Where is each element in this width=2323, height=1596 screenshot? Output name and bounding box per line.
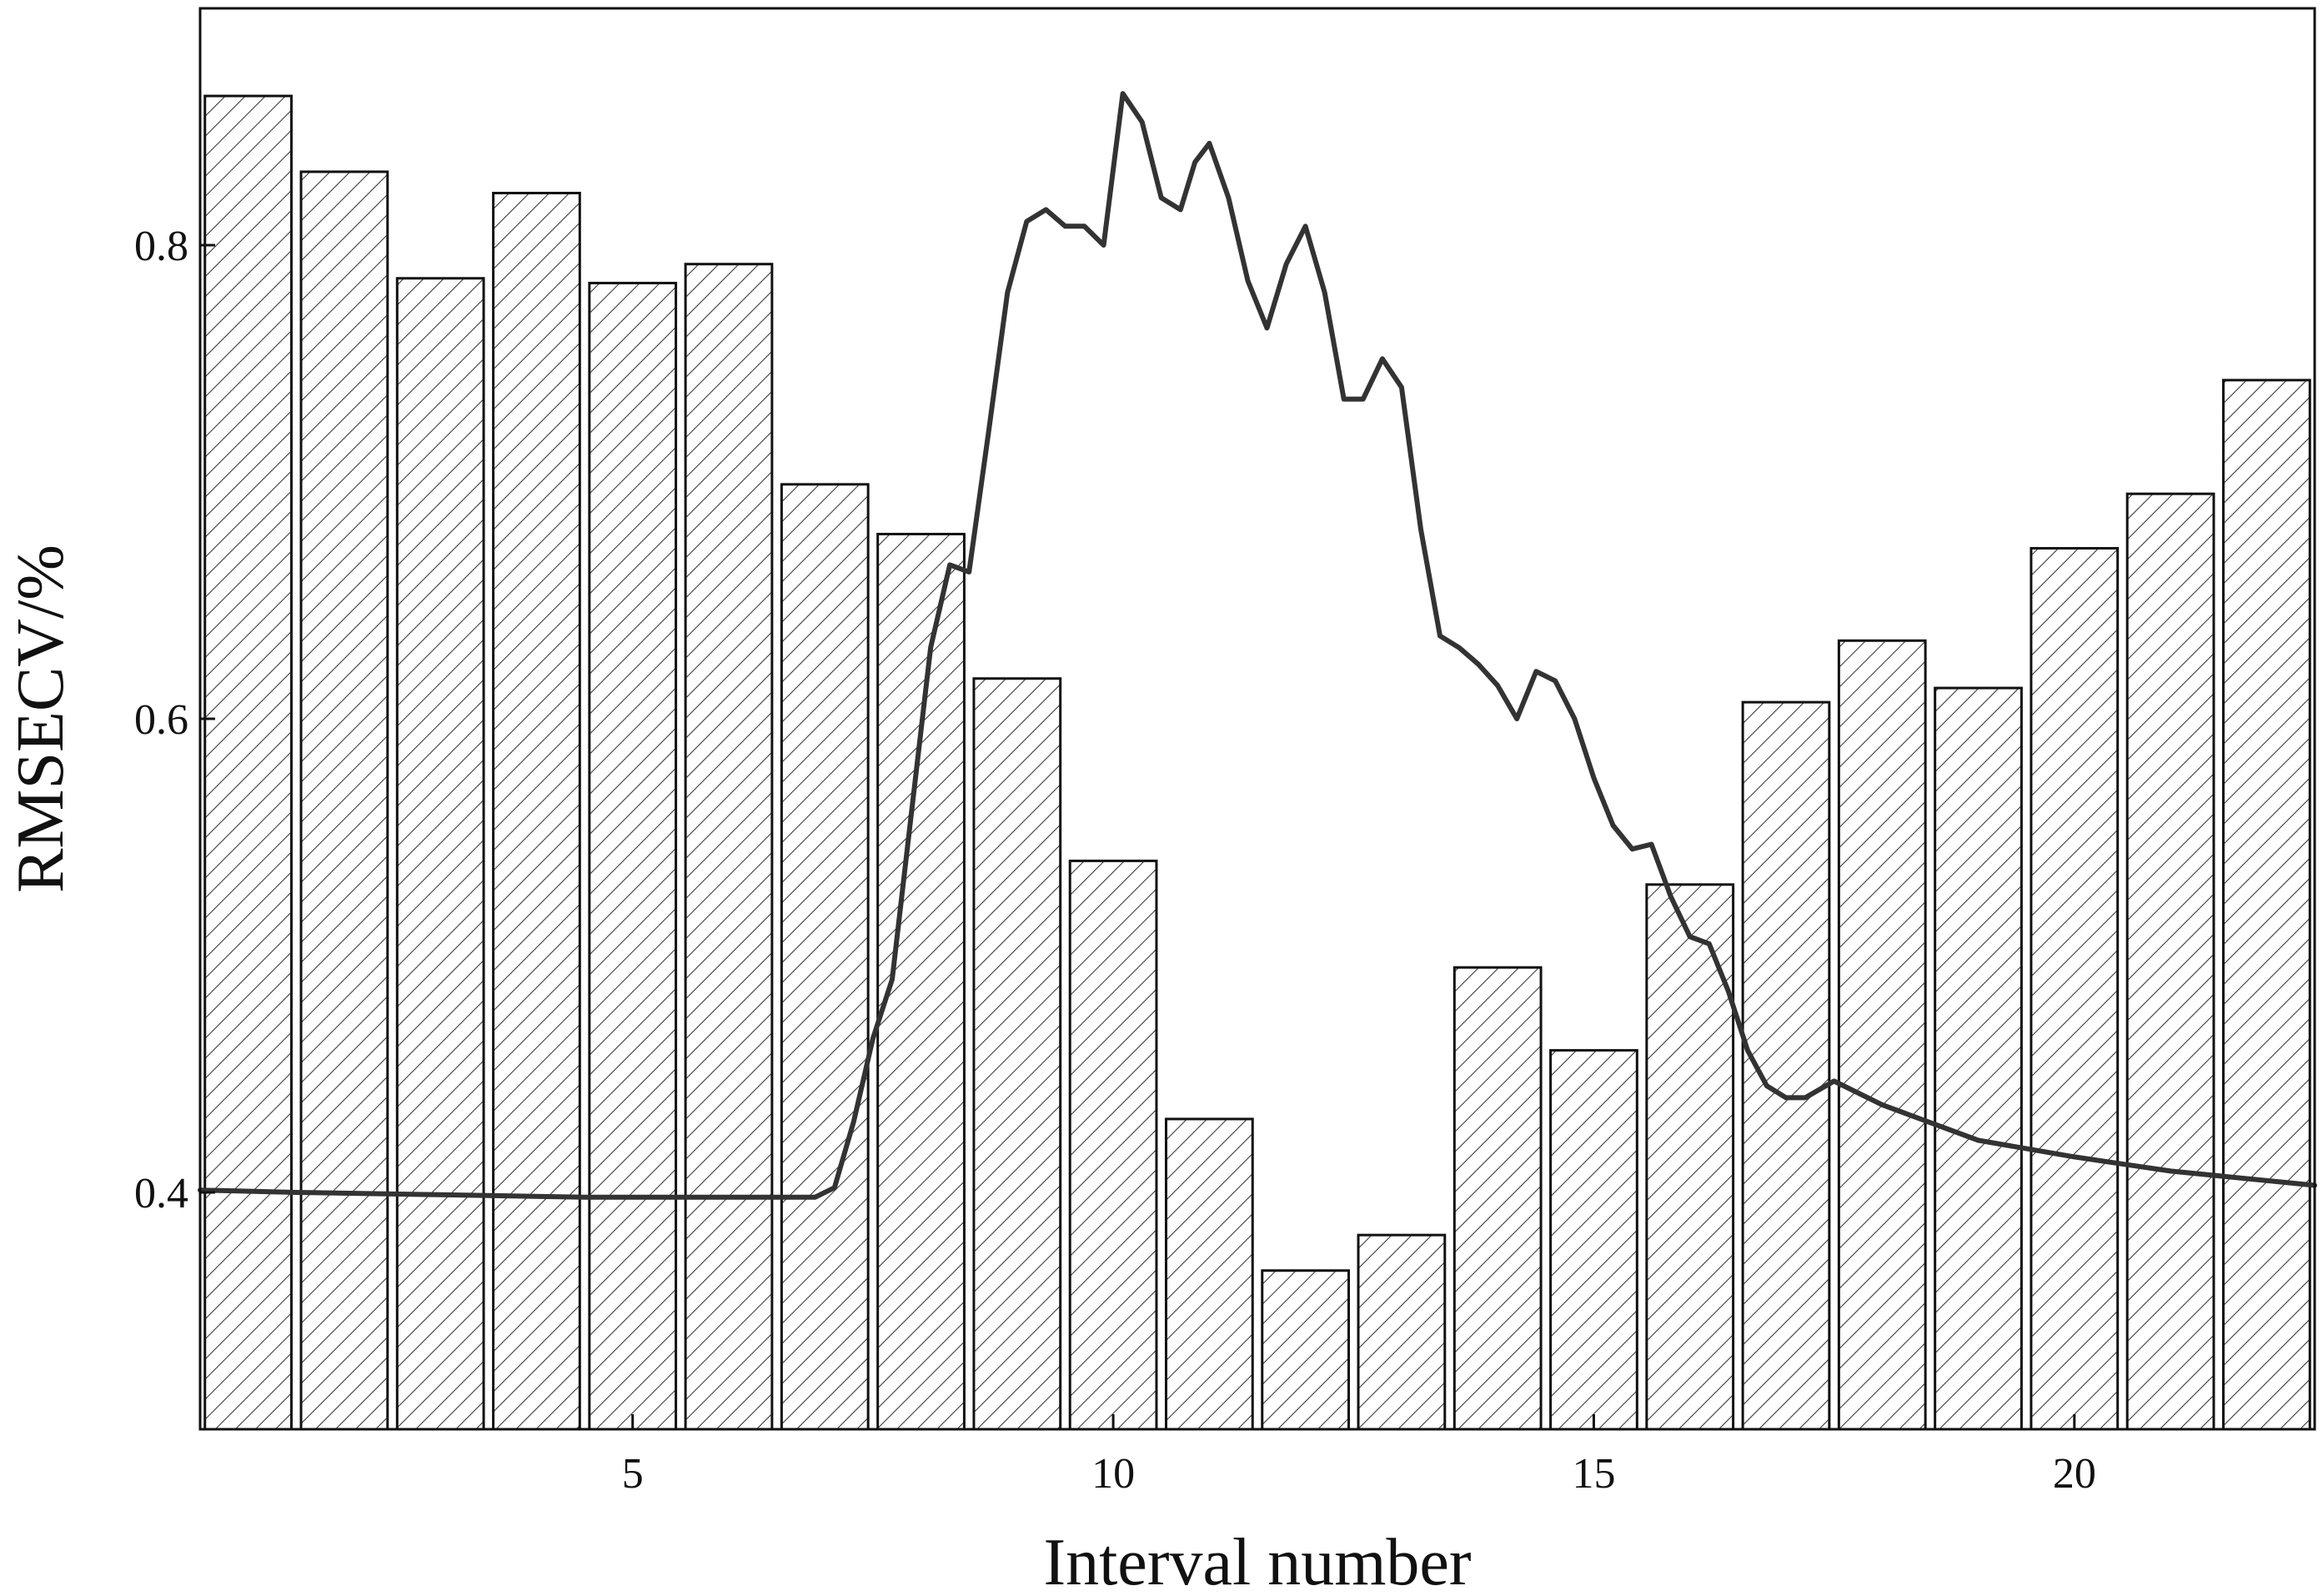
rmsecv-curve (198, 91, 2317, 1200)
bar-interval-21 (2125, 492, 2215, 1431)
bar-interval-7 (780, 483, 870, 1431)
bar-interval-10 (1068, 859, 1158, 1431)
bar-interval-19 (1934, 686, 2023, 1431)
bar-interval-22 (2221, 379, 2311, 1431)
bar-interval-16 (1645, 883, 1735, 1431)
bar-interval-9 (972, 677, 1062, 1431)
y-tick-label: 0.4 (134, 1170, 188, 1217)
bar-interval-12 (1261, 1269, 1351, 1431)
bar-interval-1 (203, 94, 294, 1431)
bar-interval-20 (2029, 547, 2120, 1431)
bar-interval-18 (1837, 639, 1927, 1431)
bar-interval-6 (684, 263, 774, 1431)
bar-interval-13 (1357, 1233, 1447, 1431)
bar-interval-15 (1549, 1049, 1638, 1431)
bar-interval-14 (1453, 966, 1543, 1431)
x-tick-label: 20 (2053, 1450, 2096, 1498)
bar-interval-4 (492, 192, 581, 1431)
x-axis: 5 10 15 20 (622, 1414, 2096, 1498)
y-tick-label: 0.6 (134, 696, 188, 744)
bar-interval-11 (1164, 1117, 1254, 1431)
y-axis: 0.4 0.6 0.8 (134, 223, 215, 1217)
bar-interval-5 (588, 281, 678, 1431)
bar-interval-2 (299, 170, 389, 1431)
x-tick-label: 15 (1572, 1450, 1615, 1498)
bar-interval-3 (395, 277, 485, 1431)
x-tick-label: 5 (622, 1450, 644, 1498)
y-tick-label: 0.8 (134, 223, 188, 270)
x-tick-label: 10 (1091, 1450, 1135, 1498)
bar-series (203, 94, 2311, 1431)
y-axis-title: RMSECV/% (4, 545, 78, 893)
x-axis-title: Interval number (1043, 1526, 1471, 1596)
